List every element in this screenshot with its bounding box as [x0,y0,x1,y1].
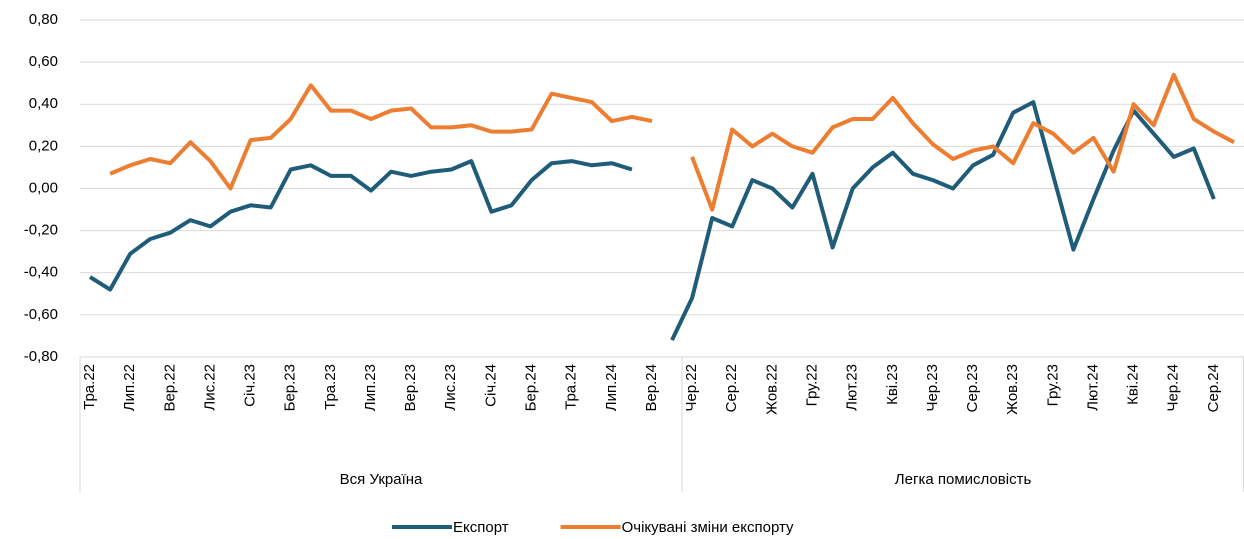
x-tick-label: Сер.24 [1205,364,1222,412]
y-tick-label: -0,40 [24,264,58,281]
x-tick-label: Вер.24 [643,364,660,412]
y-tick-label: 0,60 [29,53,58,70]
x-tick-label: Тра.22 [81,364,98,410]
x-tick-label: Лют.23 [844,364,861,411]
x-tick-label: Сер.22 [723,364,740,412]
y-tick-label: 0,80 [29,11,58,28]
x-tick-label: Лют.24 [1084,364,1101,411]
x-tick-label: Чер.24 [1165,364,1182,412]
y-tick-label: -0,80 [24,348,58,365]
y-tick-label: 0,40 [29,95,58,112]
x-tick-label: Гру.22 [803,364,820,406]
x-tick-label: Вер.22 [161,364,178,412]
series-line [109,72,1235,212]
x-tick-label: Січ.23 [242,364,259,407]
x-tick-label: Кві.23 [884,364,901,405]
group-label: Вся Україна [340,471,423,488]
x-tick-label: Тра.24 [563,364,580,410]
x-tick-label: Бер.23 [282,364,299,411]
legend-label: Очікувані зміни експорту [622,519,794,536]
x-tick-label: Лис.23 [442,364,459,411]
x-tick-label: Гру.23 [1044,364,1061,406]
x-tick-label: Чер.22 [683,364,700,412]
x-tick-label: Бер.24 [523,364,540,411]
x-tick-label: Лип.23 [362,364,379,411]
x-tick-label: Лис.22 [201,364,218,411]
series-line [88,100,1216,341]
x-tick-label: Чер.23 [924,364,941,412]
legend-label: Експорт [453,519,509,536]
x-tick-label: Тра.23 [322,364,339,410]
y-tick-label: -0,60 [24,306,58,323]
x-tick-label: Жов.22 [763,364,780,415]
y-tick-label: -0,20 [24,222,58,239]
y-tick-label: 0,20 [29,137,58,154]
x-tick-label: Лип.22 [121,364,138,411]
x-tick-label: Січ.24 [482,364,499,407]
y-tick-label: 0,00 [29,179,58,196]
x-tick-label: Кві.24 [1125,364,1142,405]
x-tick-label: Лип.24 [603,364,620,411]
x-tick-label: Жов.23 [1004,364,1021,415]
x-tick-label: Вер.23 [402,364,419,412]
group-label: Легка помисловість [895,471,1032,488]
x-tick-label: Сер.23 [964,364,981,412]
